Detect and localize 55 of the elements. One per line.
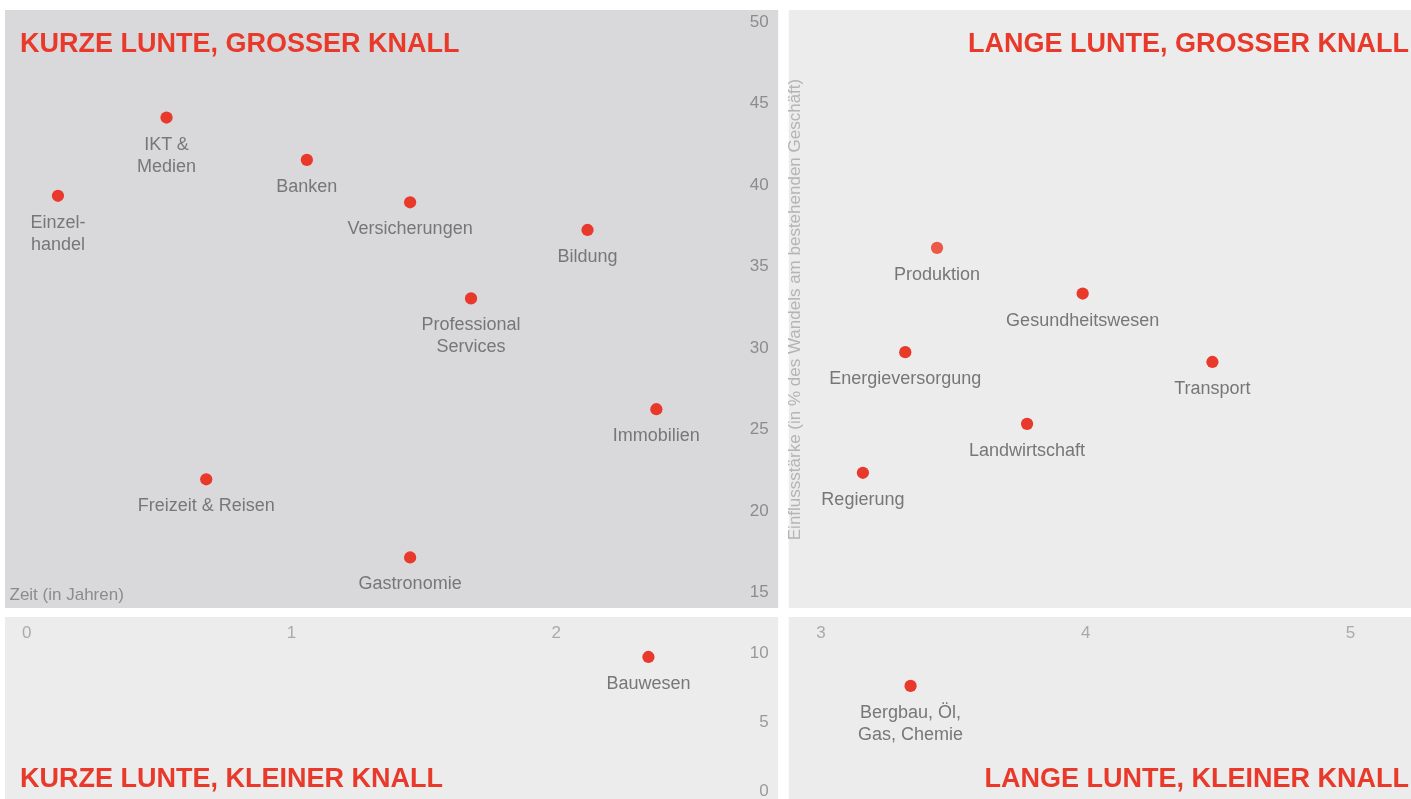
point bbox=[200, 473, 213, 486]
series-label: Landwirtschaft bbox=[969, 439, 1086, 460]
annotation: LANGE LUNTE, KLEINER KNALL bbox=[984, 763, 1409, 793]
x-tick-label: 1 bbox=[286, 622, 297, 642]
y-axis-title: Einflussstärke (in % des Wandels am bestehenden Geschäft) bbox=[784, 78, 804, 541]
y-tick-label: 5 bbox=[759, 712, 769, 732]
series-label: Gastronomie bbox=[358, 573, 462, 594]
point bbox=[403, 196, 417, 209]
series-label: Professional Services bbox=[421, 314, 521, 357]
series-label: Gesundheitswesen bbox=[1006, 309, 1160, 330]
y-tick-label: 10 bbox=[749, 643, 769, 663]
point bbox=[1020, 417, 1034, 430]
x-tick-label: 4 bbox=[1081, 622, 1091, 642]
x-tick-label: 3 bbox=[816, 622, 826, 642]
series-label: Transport bbox=[1174, 377, 1251, 398]
series-label: Energieversorgung bbox=[829, 368, 982, 389]
point bbox=[51, 189, 65, 202]
annotation: KURZE LUNTE, KLEINER KNALL bbox=[20, 763, 443, 793]
point bbox=[899, 346, 912, 359]
point bbox=[403, 551, 417, 564]
series-label: Banken bbox=[276, 175, 338, 196]
y-tick-label: 25 bbox=[749, 419, 769, 439]
series-label: Regierung bbox=[821, 488, 905, 509]
point bbox=[581, 223, 594, 237]
point bbox=[650, 403, 663, 416]
series-label: Bergbau, Öl, Gas, Chemie bbox=[858, 701, 964, 744]
point bbox=[1206, 355, 1219, 369]
y-tick-label: 50 bbox=[749, 11, 769, 31]
y-tick-label: 20 bbox=[749, 500, 769, 520]
x-tick-label: 5 bbox=[1345, 622, 1356, 642]
x-tick-label: 0 bbox=[21, 622, 32, 642]
series-label: Einzel- handel bbox=[30, 211, 86, 254]
y-tick-label: 30 bbox=[749, 337, 769, 357]
x-tick-label: 2 bbox=[551, 622, 561, 642]
series-label: IKT & Medien bbox=[136, 133, 197, 176]
annotation: KURZE LUNTE, GROSSER KNALL bbox=[20, 28, 460, 58]
point bbox=[464, 292, 478, 305]
point bbox=[1076, 287, 1089, 300]
series-label: Freizeit & Reisen bbox=[137, 495, 275, 516]
series-label: Produktion bbox=[894, 263, 981, 284]
point bbox=[300, 153, 313, 167]
series-label: Immobilien bbox=[612, 425, 700, 446]
point bbox=[160, 111, 173, 124]
series-label: Versicherungen bbox=[347, 218, 473, 239]
series-label: Bauwesen bbox=[606, 672, 691, 693]
series-label: Bildung bbox=[557, 245, 618, 266]
annotation: LANGE LUNTE, GROSSER KNALL bbox=[967, 28, 1409, 58]
point bbox=[856, 466, 870, 479]
y-tick-label: 40 bbox=[749, 174, 769, 194]
y-tick-label: 35 bbox=[749, 256, 769, 276]
x-axis-title: Zeit (in Jahren) bbox=[9, 584, 124, 604]
y-tick-label: 0 bbox=[759, 781, 769, 799]
point bbox=[930, 241, 944, 255]
y-tick-label: 15 bbox=[749, 582, 769, 602]
y-tick-label: 45 bbox=[749, 93, 769, 113]
